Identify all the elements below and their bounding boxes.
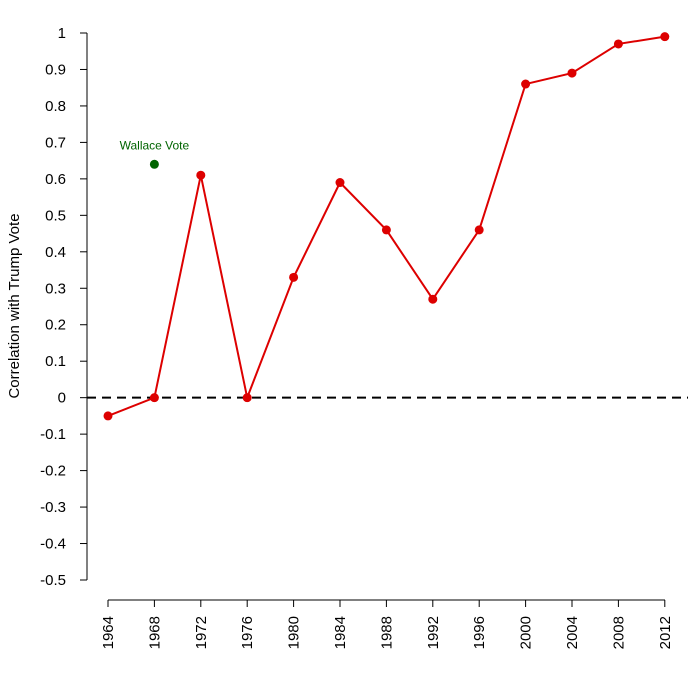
y-tick-label: -0.5	[40, 572, 66, 589]
data-point	[613, 39, 623, 49]
y-tick-label: -0.4	[40, 536, 66, 553]
y-tick-label: 0	[58, 390, 66, 407]
x-tick-label: 2012	[657, 616, 674, 649]
x-tick-label: 1984	[332, 616, 349, 649]
data-point	[660, 32, 670, 42]
data-point	[242, 393, 252, 403]
data-point	[381, 225, 391, 235]
data-point	[521, 79, 531, 89]
x-tick-label: 1964	[100, 616, 117, 649]
x-tick-label: 1996	[471, 616, 488, 649]
annotation-label: Wallace Vote	[120, 138, 190, 152]
x-tick-label: 1980	[286, 616, 303, 649]
data-point	[567, 68, 577, 78]
data-point	[149, 393, 159, 403]
y-tick-label: 0.1	[45, 353, 66, 370]
y-axis-title: Correlation with Trump Vote	[6, 213, 23, 398]
data-point	[196, 170, 206, 180]
x-tick-label: 1976	[239, 616, 256, 649]
x-tick-label: 2008	[610, 616, 627, 649]
y-axis-ticks: 1 0.9 0.8 0.7 0.6 0.5 0.4 0.3 0.2 0.1 0 -0.1 -0.2 -0.…	[40, 25, 87, 589]
y-tick-label: 0.6	[45, 171, 66, 188]
y-tick-label: 0.2	[45, 317, 66, 334]
data-point	[428, 294, 438, 304]
x-tick-label: 2000	[518, 616, 535, 649]
x-axis-ticks: 1964 1968 1972 1976 1980 1984 1988 1992 1996 2000…	[100, 600, 674, 649]
x-tick-label: 1972	[193, 616, 210, 649]
x-tick-label: 1992	[425, 616, 442, 649]
y-tick-label: 0.9	[45, 61, 66, 78]
y-tick-label: 0.5	[45, 207, 66, 224]
data-point	[289, 272, 299, 282]
y-tick-label: 0.7	[45, 134, 66, 151]
y-tick-label: 0.8	[45, 98, 66, 115]
annotation-point	[149, 159, 159, 169]
y-tick-label: -0.1	[40, 426, 66, 443]
annotations: Wallace Vote	[120, 138, 190, 169]
data-point	[103, 411, 113, 421]
x-tick-label: 1968	[146, 616, 163, 649]
data-point	[335, 178, 345, 188]
y-tick-label: 0.3	[45, 280, 66, 297]
data-point	[474, 225, 484, 235]
data-points	[103, 32, 670, 421]
y-tick-label: -0.2	[40, 463, 66, 480]
x-tick-label: 2004	[564, 616, 581, 649]
x-tick-label: 1988	[378, 616, 395, 649]
y-tick-label: -0.3	[40, 499, 66, 516]
y-tick-label: 0.4	[45, 244, 66, 261]
y-tick-label: 1	[58, 25, 66, 42]
